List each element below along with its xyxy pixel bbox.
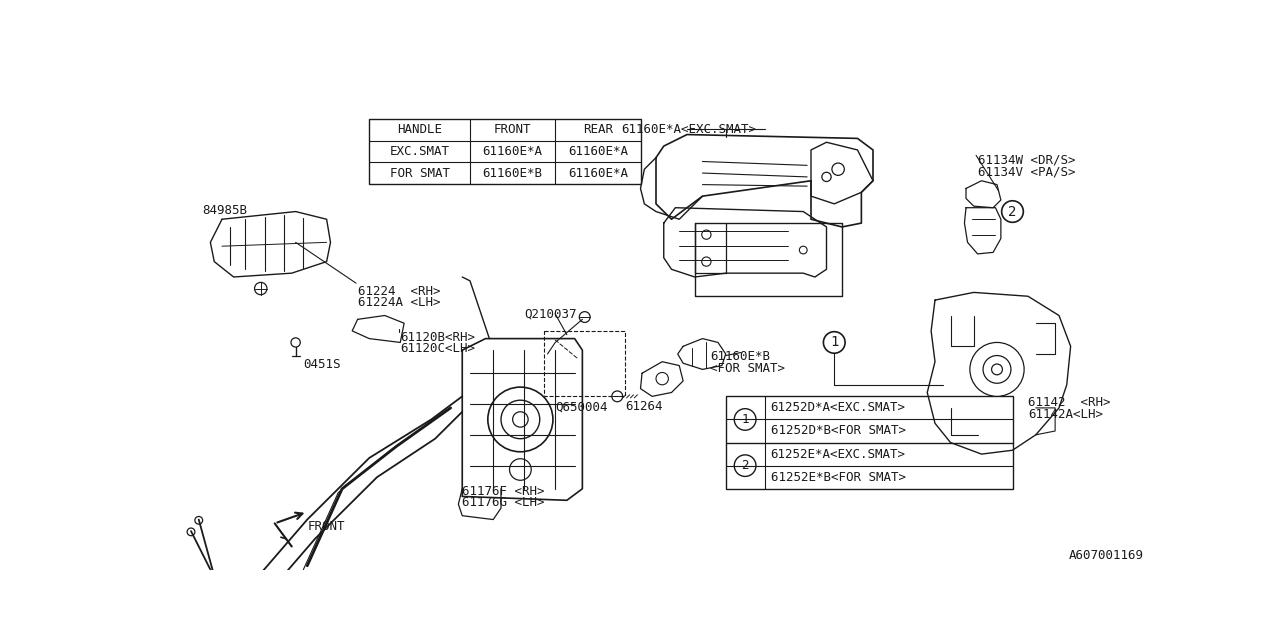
Text: 61160E*B: 61160E*B [710,350,771,363]
Bar [369,119,640,184]
Text: 61224  <RH>: 61224 <RH> [357,285,440,298]
Text: 61134V <PA/S>: 61134V <PA/S> [978,165,1075,179]
Text: 2: 2 [741,459,749,472]
Text: 61252E*B<FOR SMAT>: 61252E*B<FOR SMAT> [771,470,906,484]
Text: Q650004: Q650004 [556,400,608,413]
Text: 61160E*A: 61160E*A [568,145,628,158]
Text: 2: 2 [1009,205,1016,218]
Text: 61134W <DR/S>: 61134W <DR/S> [978,154,1075,167]
Circle shape [823,332,845,353]
Text: 61176F <RH>: 61176F <RH> [462,485,545,498]
Circle shape [657,372,668,385]
Circle shape [509,459,531,480]
Circle shape [612,391,622,402]
Circle shape [512,412,529,427]
Text: A607001169: A607001169 [1069,549,1144,562]
Text: HANDLE: HANDLE [397,124,442,136]
Text: 61120C<LH>: 61120C<LH> [401,342,475,355]
Text: REAR: REAR [582,124,613,136]
Text: FRONT: FRONT [307,520,344,532]
Text: 84985B: 84985B [202,204,247,217]
Bar [544,331,625,396]
Text: 61120B<RH>: 61120B<RH> [401,331,475,344]
Circle shape [970,342,1024,396]
Text: 1: 1 [741,413,749,426]
Text: 61264: 61264 [625,400,663,413]
Circle shape [1002,201,1023,222]
Bar [726,396,1012,489]
Text: 61142  <RH>: 61142 <RH> [1028,396,1111,410]
Circle shape [255,282,268,294]
Text: Q210037: Q210037 [525,308,577,321]
Text: 1: 1 [829,335,838,349]
Text: 61176G <LH>: 61176G <LH> [462,497,545,509]
Text: 61252D*A<EXC.SMAT>: 61252D*A<EXC.SMAT> [771,401,906,415]
Circle shape [500,400,540,438]
Circle shape [488,387,553,452]
Circle shape [983,356,1011,383]
Circle shape [822,172,831,182]
Text: 61160E*A: 61160E*A [568,166,628,180]
Text: 61142A<LH>: 61142A<LH> [1028,408,1103,421]
Text: EXC.SMAT: EXC.SMAT [389,145,449,158]
Text: 61252E*A<EXC.SMAT>: 61252E*A<EXC.SMAT> [771,447,906,461]
Text: <FOR SMAT>: <FOR SMAT> [710,362,785,374]
Text: FOR SMAT: FOR SMAT [389,166,449,180]
Circle shape [735,455,756,476]
Circle shape [800,246,808,254]
Text: 61160E*A<EXC.SMAT>: 61160E*A<EXC.SMAT> [621,123,756,136]
Circle shape [832,163,845,175]
Text: 61160E*B: 61160E*B [483,166,543,180]
Circle shape [735,409,756,430]
Circle shape [291,338,301,347]
Circle shape [701,230,710,239]
Circle shape [701,257,710,266]
Text: 61252D*B<FOR SMAT>: 61252D*B<FOR SMAT> [771,424,906,438]
Circle shape [580,312,590,323]
Text: 61224A <LH>: 61224A <LH> [357,296,440,309]
Text: FRONT: FRONT [494,124,531,136]
Circle shape [195,516,202,524]
Circle shape [187,528,195,536]
Text: 61160E*A: 61160E*A [483,145,543,158]
Text: 0451S: 0451S [303,358,340,371]
Circle shape [992,364,1002,375]
